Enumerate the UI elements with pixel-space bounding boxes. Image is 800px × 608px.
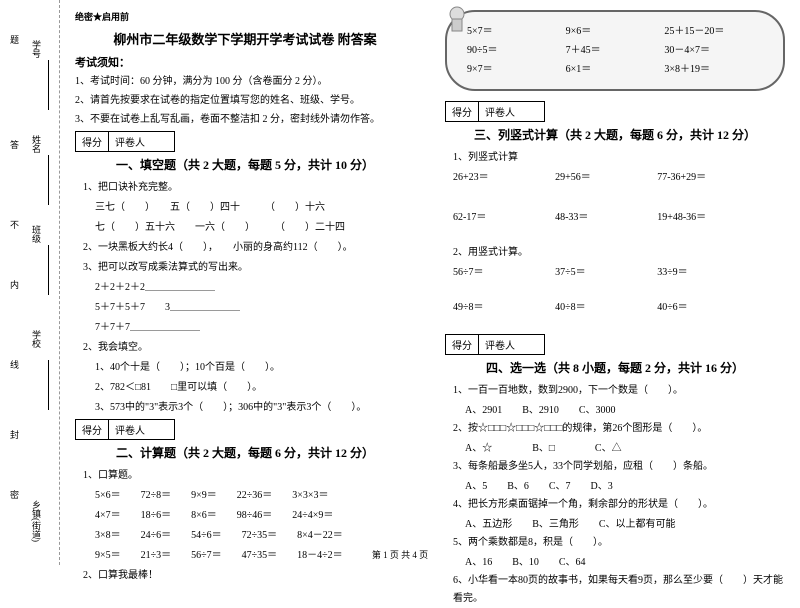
notice-header: 考试须知： xyxy=(75,54,415,70)
margin-label: 学校 xyxy=(30,330,43,348)
calc-row: 9×7＝ 6×1＝ 3×8＋19＝ xyxy=(467,60,763,75)
question-line: 七（ ）五十六 一六（ ） （ ）二十四 xyxy=(75,219,415,237)
score-label: 得分 xyxy=(446,102,479,121)
question: 1、把口诀补充完整。 xyxy=(75,179,415,197)
section-title: 三、列竖式计算（共 2 大题，每题 6 分，共计 12 分） xyxy=(445,126,785,143)
left-column: 绝密★启用前 柳州市二年级数学下学期开学考试试卷 附答案 考试须知： 1、考试时… xyxy=(60,0,430,565)
margin-label: 班级 xyxy=(30,225,43,243)
options: A、☆ B、□ C、△ xyxy=(445,440,785,458)
binding-margin: 学号 姓名 班级 学校 乡镇(街道) 题 答 不 内 线 封 密 xyxy=(0,0,60,565)
question-line: 2、782＜□81 □里可以填（ ）。 xyxy=(75,379,415,397)
question: 6、小华看一本80页的故事书，如果每天看9页，那么至少要（ ）天才能看完。 xyxy=(445,572,785,608)
notice-item: 3、不要在试卷上乱写乱画，卷面不整洁扣 2 分，密封线外请勿作答。 xyxy=(75,112,415,127)
score-box: 得分 评卷人 xyxy=(75,131,175,152)
question: 2、口算我最棒！ xyxy=(75,567,415,585)
grader-label: 评卷人 xyxy=(109,132,151,151)
grader-label: 评卷人 xyxy=(109,420,151,439)
options: A、5 B、6 C、7 D、3 xyxy=(445,478,785,496)
seal-char: 内 xyxy=(8,280,21,289)
score-label: 得分 xyxy=(76,132,109,151)
exam-title: 柳州市二年级数学下学期开学考试试卷 附答案 xyxy=(75,29,415,48)
score-box: 得分 评卷人 xyxy=(445,334,545,355)
question-line: 3、573中的"3"表示3个（ ）；306中的"3"表示3个（ ）。 xyxy=(75,399,415,417)
calc-row: 5×6＝ 72÷8＝ 9×9＝ 22÷36＝ 3×3×3＝ xyxy=(75,487,415,505)
question-line: 7＋7＋7＿＿＿＿＿＿＿ xyxy=(75,319,415,337)
margin-label: 乡镇(街道) xyxy=(30,500,43,542)
score-label: 得分 xyxy=(76,420,109,439)
right-column: 5×7＝ 9×6＝ 25＋15－20＝ 90÷5＝ 7＋45＝ 30－4×7＝ … xyxy=(430,0,800,565)
question: 1、一百一百地数，数到2900，下一个数是（ ）。 xyxy=(445,382,785,400)
question-line: 三七（ ） 五（ ）四十 （ ）十六 xyxy=(75,199,415,217)
question: 1、列竖式计算 xyxy=(445,149,785,167)
notice-item: 1、考试时间：60 分钟，满分为 100 分（含卷面分 2 分）。 xyxy=(75,74,415,89)
seal-char: 答 xyxy=(8,140,21,149)
margin-label: 学号 xyxy=(30,40,43,58)
question-line: 2＋2＋2＋2＿＿＿＿＿＿＿ xyxy=(75,279,415,297)
margin-label: 姓名 xyxy=(30,135,43,153)
calc-row: 5×7＝ 9×6＝ 25＋15－20＝ xyxy=(467,22,763,37)
calc-row: 49÷8＝ 40÷8＝ 40÷6＝ xyxy=(445,299,785,317)
calc-row: 26+23＝ 29+56＝ 77-36+29＝ xyxy=(445,169,785,187)
grader-label: 评卷人 xyxy=(479,102,521,121)
seal-char: 线 xyxy=(8,360,21,369)
question: 2、用竖式计算。 xyxy=(445,244,785,262)
score-box: 得分 评卷人 xyxy=(445,101,545,122)
section-title: 二、计算题（共 2 大题，每题 6 分，共计 12 分） xyxy=(75,444,415,461)
calc-row: 62-17＝ 48-33＝ 19+48-36＝ xyxy=(445,209,785,227)
question: 2、按☆□□□☆□□□☆□□□的规律，第26个图形是（ ）。 xyxy=(445,420,785,438)
seal-char: 封 xyxy=(8,430,21,439)
score-label: 得分 xyxy=(446,335,479,354)
secret-label: 绝密★启用前 xyxy=(75,10,415,23)
calc-row: 90÷5＝ 7＋45＝ 30－4×7＝ xyxy=(467,41,763,56)
question: 4、把长方形桌面锯掉一个角，剩余部分的形状是（ ）。 xyxy=(445,496,785,514)
cartoon-icon xyxy=(442,4,472,34)
calc-row: 4×7＝ 18÷6＝ 8×6＝ 98÷46＝ 24÷4×9＝ xyxy=(75,507,415,525)
notice-item: 2、请首先按要求在试卷的指定位置填写您的姓名、班级、学号。 xyxy=(75,93,415,108)
calc-cloud: 5×7＝ 9×6＝ 25＋15－20＝ 90÷5＝ 7＋45＝ 30－4×7＝ … xyxy=(445,10,785,91)
options: A、2901 B、2910 C、3000 xyxy=(445,402,785,420)
grader-label: 评卷人 xyxy=(479,335,521,354)
question: 2、一块黑板大约长4（ ）， 小丽的身高约112（ ）。 xyxy=(75,239,415,257)
options: A、五边形 B、三角形 C、以上都有可能 xyxy=(445,516,785,534)
seal-char: 密 xyxy=(8,490,21,499)
question-line: 1、40个十是（ ）；10个百是（ ）。 xyxy=(75,359,415,377)
question: 3、每条船最多坐5人，33个同学划船，应租（ ）条船。 xyxy=(445,458,785,476)
question: 1、口算题。 xyxy=(75,467,415,485)
calc-row: 56÷7＝ 37÷5＝ 33÷9＝ xyxy=(445,264,785,282)
score-box: 得分 评卷人 xyxy=(75,419,175,440)
calc-row: 3×8＝ 24÷6＝ 54÷6＝ 72÷35＝ 8×4－22＝ xyxy=(75,527,415,545)
seal-char: 不 xyxy=(8,220,21,229)
seal-char: 题 xyxy=(8,35,21,44)
question: 3、把可以改写成乘法算式的写出来。 xyxy=(75,259,415,277)
question: 2、我会填空。 xyxy=(75,339,415,357)
question-line: 5＋7＋5＋7 3＿＿＿＿＿＿＿ xyxy=(75,299,415,317)
page-footer: 第 1 页 共 4 页 xyxy=(0,548,800,561)
section-title: 四、选一选（共 8 小题，每题 2 分，共计 16 分） xyxy=(445,359,785,376)
section-title: 一、填空题（共 2 大题，每题 5 分，共计 10 分） xyxy=(75,156,415,173)
